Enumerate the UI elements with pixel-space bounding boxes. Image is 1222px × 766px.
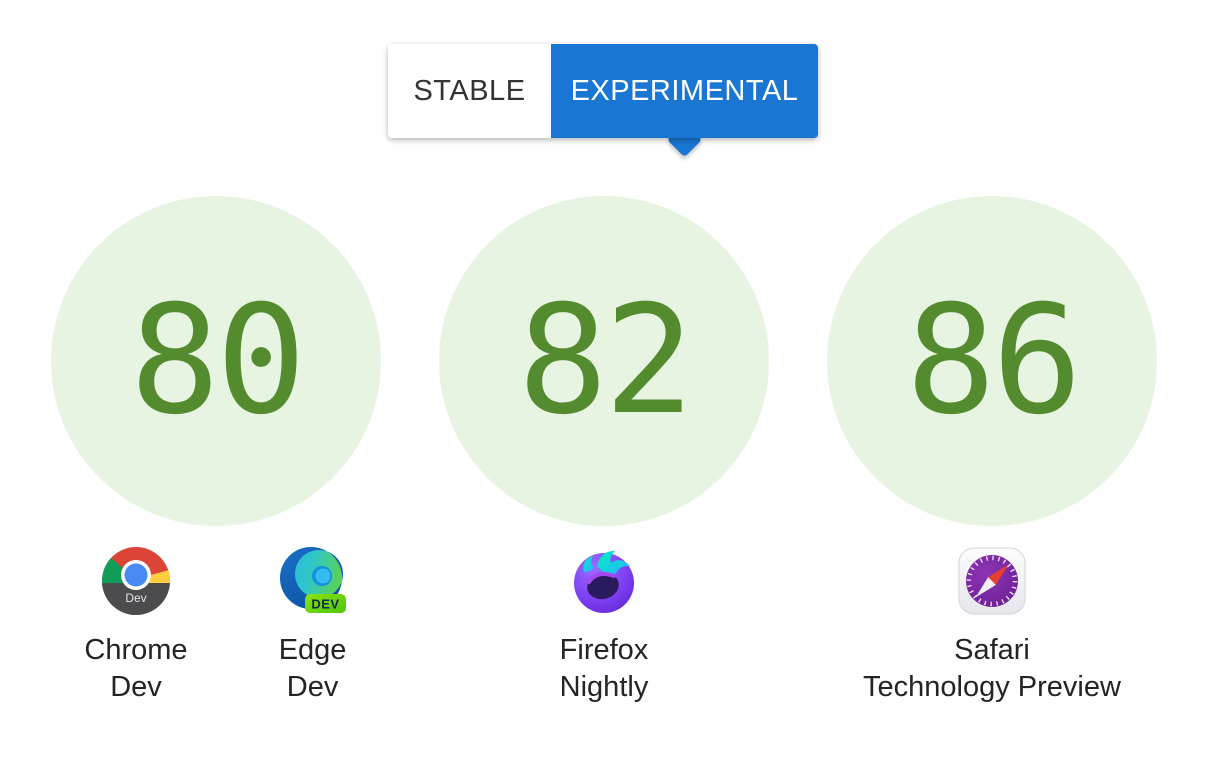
browser-name-line2: Nightly: [559, 671, 649, 703]
browser-label: Edge Dev: [279, 632, 347, 706]
browser-safari-tp: Safari Technology Preview: [863, 546, 1121, 706]
browser-firefox-nightly: Firefox Nightly: [560, 546, 649, 706]
scores-row: 80 Dev Chrome: [51, 196, 1157, 706]
score-column-chrome-edge: 80 Dev Chrome: [51, 196, 381, 706]
channel-toggle: STABLE EXPERIMENTAL: [388, 44, 818, 138]
browser-name-line2: Technology Preview: [863, 671, 1121, 703]
browser-name-line1: Firefox: [559, 634, 649, 666]
browser-group: Firefox Nightly: [560, 546, 649, 706]
chrome-dev-badge: Dev: [125, 591, 146, 605]
browser-label: Safari Technology Preview: [863, 632, 1121, 706]
score-circle: 86: [827, 196, 1157, 526]
browser-name-line1: Chrome: [84, 634, 188, 666]
browser-chrome-dev: Dev Chrome Dev: [84, 546, 188, 706]
score-value: 80: [129, 274, 307, 448]
browser-group: Dev Chrome Dev: [84, 546, 347, 706]
score-circle: 82: [439, 196, 769, 526]
toggle-experimental-button[interactable]: EXPERIMENTAL: [551, 44, 818, 138]
safari-technology-preview-icon: [958, 547, 1026, 615]
score-column-firefox: 82: [439, 196, 769, 706]
score-value: 86: [905, 274, 1083, 448]
browser-label: Chrome Dev: [84, 632, 187, 706]
score-circle: 80: [51, 196, 381, 526]
firefox-nightly-icon: [574, 550, 634, 613]
browser-name-line1: Edge: [278, 634, 347, 666]
score-value: 82: [517, 274, 695, 448]
browser-name-line2: Dev: [110, 671, 162, 703]
edge-dev-icon: DEV: [279, 547, 346, 613]
browser-edge-dev: DEV Edge Dev: [278, 546, 348, 706]
browser-name-line2: Dev: [286, 671, 339, 703]
score-column-safari: 86: [827, 196, 1157, 706]
browser-label: Firefox Nightly: [560, 632, 649, 706]
chrome-dev-icon: Dev: [102, 547, 170, 615]
edge-dev-badge: DEV: [311, 597, 339, 612]
browser-name-line1: Safari: [954, 634, 1030, 666]
browser-group: Safari Technology Preview: [863, 546, 1121, 706]
toggle-stable-button[interactable]: STABLE: [388, 44, 551, 138]
